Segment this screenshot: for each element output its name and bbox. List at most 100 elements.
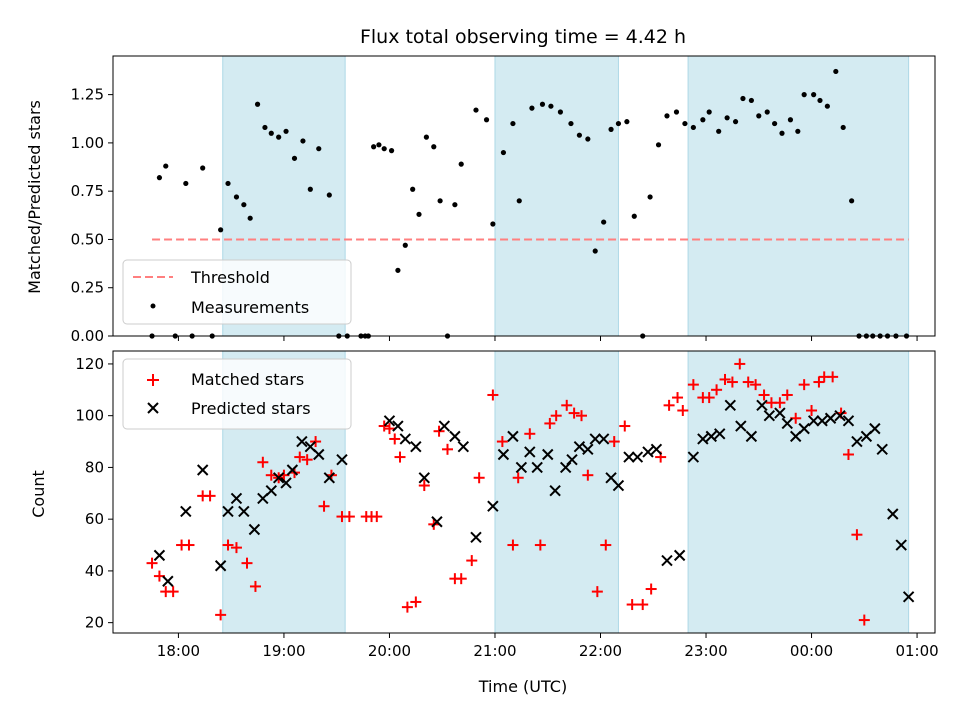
- predicted-star-marker: [745, 430, 758, 443]
- measurement-point: [300, 138, 306, 144]
- measurement-point: [473, 107, 479, 113]
- predicted-star-marker: [724, 399, 736, 412]
- matched-star-marker: [383, 423, 395, 435]
- predicted-star-marker: [487, 500, 499, 512]
- predicted-star-marker: [196, 464, 209, 476]
- predicted-star-marker: [631, 451, 644, 463]
- measurement-point: [795, 128, 801, 134]
- matched-star-marker: [608, 436, 620, 448]
- matched-star-marker: [455, 573, 467, 585]
- predicted-star-marker: [876, 443, 888, 456]
- x-axis-label: Time (UTC): [478, 677, 567, 696]
- predicted-star-marker: [153, 549, 166, 562]
- bottom-panel: 20 40 60 80 100 120 18:00 19:00 20:00 21:00 22:00…: [29, 350, 939, 696]
- measurement-point: [764, 109, 770, 115]
- matched-star-marker: [619, 420, 631, 432]
- measurement-point: [801, 92, 807, 98]
- measurement-point: [416, 211, 422, 217]
- matched-star-marker: [637, 599, 649, 611]
- measurement-point: [690, 124, 696, 131]
- bottom-y-axis-label: Count: [29, 470, 48, 518]
- matched-star-marker: [410, 596, 422, 608]
- measurement-point: [326, 192, 332, 198]
- predicted-star-marker: [798, 422, 810, 435]
- predicted-star-marker: [705, 430, 718, 443]
- matched-star-marker: [222, 539, 234, 551]
- matched-star-marker: [677, 405, 689, 417]
- matched-star-marker: [294, 451, 306, 463]
- measurement-point: [371, 144, 377, 150]
- measurement-point: [376, 142, 382, 148]
- matched-star-marker: [378, 420, 390, 432]
- predicted-star-marker: [323, 472, 336, 484]
- top-y-tick-label: 0.50: [71, 230, 104, 248]
- matched-star-marker: [726, 376, 738, 388]
- matched-star-marker: [473, 472, 485, 484]
- bottom-x-ticks: 18:00 19:00 20:00 21:00 22:00 23:00 00:00 01:00: [157, 633, 939, 660]
- measurement-point: [262, 124, 268, 131]
- bottom-axes-frame: [112, 350, 936, 634]
- predicted-star-marker: [410, 441, 422, 453]
- measurement-point: [811, 92, 817, 98]
- predicted-star-marker: [774, 407, 786, 419]
- matched-star-marker: [310, 436, 322, 448]
- bottom-y-tick-label: 80: [85, 458, 104, 476]
- matched-star-marker: [600, 539, 612, 551]
- measurement-point: [458, 161, 464, 167]
- predicted-star-marker: [399, 433, 411, 445]
- predicted-star-marker: [834, 409, 846, 422]
- measurement-point: [500, 149, 507, 156]
- legend-label-threshold: Threshold: [190, 268, 270, 287]
- predicted-star-marker: [589, 433, 601, 445]
- predicted-star-marker: [531, 461, 543, 474]
- predicted-star-marker: [650, 443, 663, 456]
- top-y-axis-label: Matched/Predicted stars: [25, 100, 44, 294]
- predicted-star-marker: [697, 433, 709, 445]
- predicted-star-marker: [230, 492, 243, 505]
- measurement-point: [539, 101, 546, 107]
- matched-star-marker: [806, 405, 818, 417]
- top-panel: 0.00 0.25 0.50 0.75 1.00 1.25 Matched/Predict…: [25, 55, 936, 345]
- matched-star-marker: [774, 397, 786, 409]
- measurement-point: [381, 146, 387, 152]
- matched-star-marker: [394, 451, 406, 463]
- measurement-point: [824, 103, 830, 109]
- predicted-star-marker: [238, 505, 250, 518]
- matched-star-marker: [544, 417, 556, 429]
- predicted-star-marker: [763, 409, 776, 422]
- top-axes-frame: [112, 55, 936, 337]
- predicted-star-marker: [524, 446, 536, 458]
- matched-star-marker: [257, 456, 269, 468]
- matched-star-marker: [318, 500, 330, 512]
- predicted-star-marker: [280, 477, 292, 489]
- predicted-star-marker: [383, 415, 396, 427]
- predicted-star-marker: [286, 464, 299, 476]
- matched-star-marker: [389, 433, 401, 445]
- bottom-y-tick-label: 60: [85, 510, 104, 528]
- matched-star-marker: [645, 583, 657, 595]
- measurement-point: [624, 119, 630, 125]
- matched-star-marker: [401, 601, 413, 613]
- measurement-point: [490, 221, 496, 227]
- predicted-star-marker: [515, 461, 528, 474]
- measurement-point: [402, 242, 408, 248]
- x-tick-label: 20:00: [368, 642, 411, 660]
- predicted-star-marker: [642, 446, 654, 458]
- predicted-star-marker: [214, 560, 227, 572]
- measurement-point: [247, 215, 253, 221]
- predicted-star-marker: [265, 484, 277, 497]
- matched-star-marker: [672, 392, 684, 404]
- measurement-point: [557, 109, 564, 115]
- measurement-point: [163, 163, 169, 169]
- measurement-point: [268, 130, 274, 136]
- matched-star-marker: [230, 542, 242, 554]
- predicted-star-marker: [673, 549, 686, 562]
- top-y-tick-label: 1.00: [71, 134, 104, 152]
- predicted-star-marker: [392, 420, 404, 432]
- bottom-y-ticks: 20 40 60 80 100 120: [75, 355, 113, 632]
- measurement-point: [840, 124, 846, 131]
- bottom-y-tick-label: 40: [85, 562, 104, 580]
- top-y-ticks: 0.00 0.25 0.50 0.75 1.00 1.25: [71, 86, 113, 345]
- x-tick-label: 23:00: [684, 642, 727, 660]
- predicted-star-marker: [457, 441, 470, 453]
